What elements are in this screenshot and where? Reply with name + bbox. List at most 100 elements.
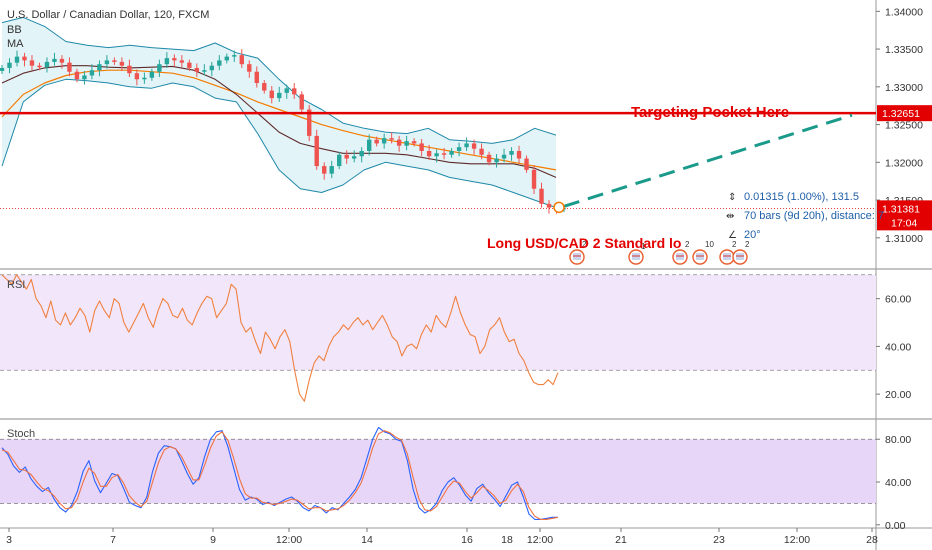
candle-body <box>494 158 499 163</box>
chart-title: U.S. Dollar / Canadian Dollar, 120, FXCM <box>7 9 209 21</box>
candle-body <box>471 143 477 149</box>
price-tick-label: 1.34000 <box>885 6 923 18</box>
candle-body <box>44 61 50 68</box>
forecast-anchor-point <box>553 201 565 214</box>
candle-body <box>59 58 65 63</box>
candle-body <box>224 56 229 61</box>
candle-body <box>337 154 342 167</box>
forecast-dashed-line <box>563 113 853 208</box>
event-badges: 2 1 2 10 2 2 <box>569 240 750 265</box>
candle-body <box>74 71 80 80</box>
candle-body <box>329 166 334 174</box>
measure-line-3: 20° <box>744 229 761 241</box>
time-tick-label: 12:00 <box>276 534 302 546</box>
candle-body <box>486 154 492 163</box>
candle-body <box>426 150 432 157</box>
candle-body <box>464 143 469 148</box>
candle-body <box>14 56 20 63</box>
candle-body <box>299 94 304 110</box>
candle-body <box>509 150 514 155</box>
event-badge-count: 2 <box>685 240 690 249</box>
candle-body <box>277 92 282 99</box>
measure-icon-price: ⇕ <box>728 192 736 203</box>
rsi-tick-label: 20.00 <box>885 389 911 401</box>
measure-readout: ⇕ 0.01315 (1.00%), 131.5 ⇹ 70 bars (9d 2… <box>726 191 884 241</box>
candle-body <box>157 64 162 72</box>
measure-icon-angle: ∠ <box>728 230 737 241</box>
candle-body <box>134 73 140 80</box>
measure-icon-bars: ⇹ <box>726 211 734 222</box>
event-badge-count: 2 <box>732 240 737 249</box>
event-badge-count: 10 <box>705 240 714 249</box>
candle-body <box>516 150 522 159</box>
candle-body <box>456 147 462 151</box>
bollinger-band-lines <box>1 16 557 209</box>
candle-body <box>7 62 12 68</box>
price-tick-label: 1.33500 <box>885 44 923 56</box>
price-tick-label: 1.32500 <box>885 120 923 132</box>
price-tick-label: 1.32000 <box>885 157 923 169</box>
stoch-tick-label: 40.00 <box>885 477 911 489</box>
candle-body <box>531 169 537 189</box>
measure-line-2: 70 bars (9d 20h), distance: 7 <box>744 210 884 222</box>
time-tick-label: 21 <box>615 534 627 546</box>
moving-average-line <box>1 69 557 171</box>
price-tick-label: 1.33000 <box>885 82 923 94</box>
bollinger-basis-line <box>1 65 557 178</box>
candle-body <box>381 138 387 144</box>
candle-body <box>202 70 207 72</box>
candle-body <box>389 138 394 140</box>
time-tick-label: 23 <box>713 534 725 546</box>
candle-body <box>546 203 552 208</box>
rsi-line <box>1 274 559 402</box>
candle-body <box>119 61 125 66</box>
candle-body <box>149 71 155 78</box>
candle-body <box>344 154 349 159</box>
time-tick-label: 28 <box>866 534 878 546</box>
candle-body <box>97 64 102 71</box>
candle-body <box>29 60 35 66</box>
stoch-pane[interactable] <box>0 426 876 520</box>
rsi-tick-label: 60.00 <box>885 294 911 306</box>
time-tick-label: 3 <box>6 534 12 546</box>
time-tick-label: 12:00 <box>527 534 553 546</box>
stoch-d-line <box>1 430 559 520</box>
time-tick-label: 16 <box>461 534 473 546</box>
target-label: Targeting Pocket Here <box>631 104 789 121</box>
candle-body <box>0 67 5 71</box>
rsi-pane[interactable] <box>0 274 876 402</box>
candle-body <box>247 64 252 72</box>
current-price-label: 1.31381 <box>882 203 920 215</box>
candle-body <box>524 158 529 170</box>
candle-body <box>52 58 57 62</box>
candle-body <box>82 75 87 80</box>
candle-body <box>179 60 185 63</box>
candle-body <box>187 62 192 68</box>
bar-countdown-label: 17:04 <box>891 217 917 229</box>
candle-body <box>419 143 424 151</box>
price-pane[interactable]: 2 1 2 10 2 2 <box>0 16 876 265</box>
event-badge-count: 1 <box>641 242 646 251</box>
target-price-tag-label: 1.32651 <box>882 108 920 120</box>
candle-body <box>164 58 170 65</box>
candle-body <box>37 65 42 68</box>
stoch-tick-label: 80.00 <box>885 434 911 446</box>
candle-body <box>67 62 72 72</box>
candle-body <box>366 139 372 151</box>
candle-body <box>411 141 417 144</box>
time-tick-label: 18 <box>501 534 513 546</box>
candle-body <box>269 90 274 99</box>
candle-body <box>374 139 379 144</box>
candle-body <box>351 156 357 159</box>
candlesticks <box>0 49 567 214</box>
candle-body <box>501 154 507 159</box>
candle-body <box>396 139 402 146</box>
target-price-tag <box>877 105 932 122</box>
measure-line-1: 0.01315 (1.00%), 131.5 <box>744 191 859 203</box>
price-tick-label: 1.31000 <box>885 233 923 245</box>
candle-body <box>262 83 267 91</box>
event-badge-count: 2 <box>745 240 750 249</box>
candle-body <box>314 135 319 167</box>
bollinger-upper-line <box>1 16 557 144</box>
